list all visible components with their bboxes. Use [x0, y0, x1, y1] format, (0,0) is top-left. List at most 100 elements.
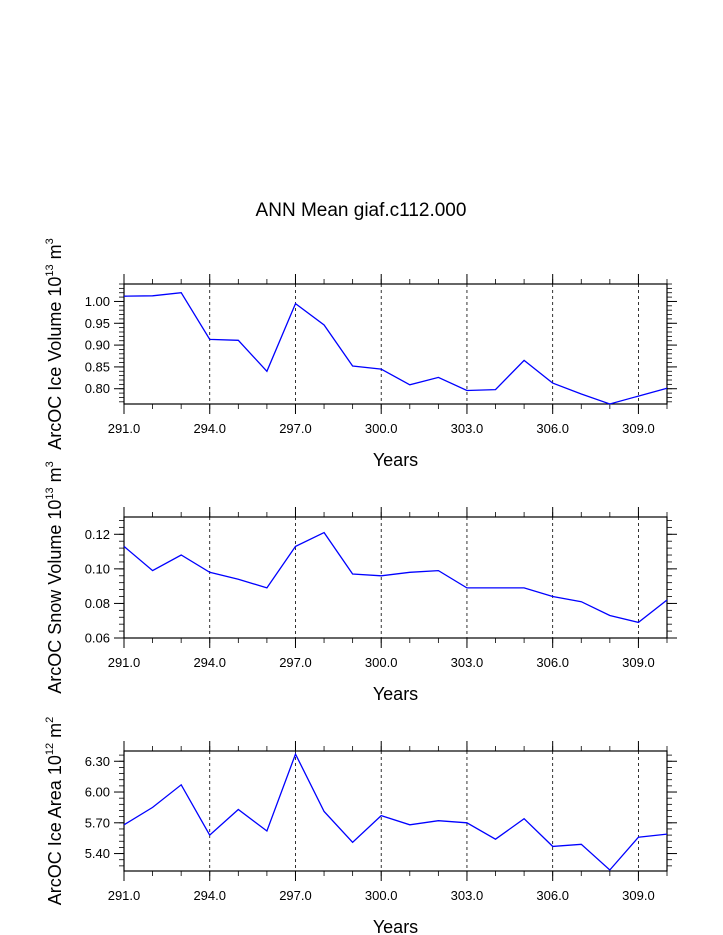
ice-volume-data-point-1: [151, 295, 153, 297]
ice-area-x-tick-label-4: 303.0: [451, 888, 484, 903]
ice-volume-data-point-0: [123, 295, 125, 297]
ice-area-data-point-4: [237, 808, 239, 810]
ice-volume-data-point-12: [466, 389, 468, 391]
ice-area-data-point-7: [323, 810, 325, 812]
ice-area-y-tick-label-0: 5.40: [85, 846, 110, 861]
ice-area-data-point-2: [180, 784, 182, 786]
ice-volume-data-point-18: [637, 395, 639, 397]
ice-area-data-point-9: [380, 814, 382, 816]
snow-volume-y-axis-label: ArcOC Snow Volume 1013 m3: [44, 461, 65, 693]
ice-volume-data-point-17: [609, 403, 611, 405]
ice-volume-data-point-5: [266, 370, 268, 372]
ice-volume-data-point-14: [523, 359, 525, 361]
ice-volume-data-point-6: [294, 302, 296, 304]
snow-volume-data-point-1: [151, 569, 153, 571]
ice-area-x-tick-label-6: 309.0: [622, 888, 655, 903]
ice-volume-x-tick-label-0: 291.0: [108, 421, 141, 436]
ice-area-data-point-13: [494, 838, 496, 840]
ice-area-series-line: [123, 752, 668, 871]
ice-volume-data-point-19: [666, 387, 668, 389]
snow-volume-data-point-2: [180, 554, 182, 556]
ice-volume-x-tick-label-1: 294.0: [193, 421, 226, 436]
ice-volume-data-point-15: [551, 382, 553, 384]
snow-volume-x-tick-label-2: 297.0: [279, 655, 312, 670]
ice-volume-x-tick-label-5: 306.0: [536, 421, 569, 436]
snow-volume-data-point-16: [580, 601, 582, 603]
snow-volume-data-point-5: [266, 587, 268, 589]
ice-volume-y-tick-label-2: 0.90: [85, 338, 110, 353]
ice-volume-x-tick-label-6: 309.0: [622, 421, 655, 436]
ice-area-data-point-12: [466, 822, 468, 824]
snow-volume-x-tick-label-1: 294.0: [193, 655, 226, 670]
snow-volume-data-point-4: [237, 578, 239, 580]
snow-volume-x-tick-label-3: 300.0: [365, 655, 398, 670]
figure-title: ANN Mean giaf.c112.000: [256, 200, 467, 221]
ice-volume-data-point-11: [437, 376, 439, 378]
snow-volume-data-point-0: [123, 545, 125, 547]
ice-area-x-axis-label: Years: [373, 917, 418, 935]
snow-volume-x-tick-label-0: 291.0: [108, 655, 141, 670]
panel-snow-volume: 291.0 294.0 297.0 300.0 303.0 306.0 309.0 0.06 0…: [44, 461, 677, 704]
snow-volume-data-point-6: [294, 545, 296, 547]
panel-ice-area: 291.0 294.0 297.0 300.0 303.0 306.0 309.0 5.40 5…: [44, 717, 677, 935]
ice-volume-data-point-9: [380, 368, 382, 370]
ice-volume-data-point-3: [209, 338, 211, 340]
snow-volume-x-axis-label: Years: [373, 684, 418, 704]
snow-volume-data-point-15: [551, 595, 553, 597]
snow-volume-data-point-9: [380, 575, 382, 577]
ice-volume-data-point-16: [580, 393, 582, 395]
ice-area-x-tick-label-3: 300.0: [365, 888, 398, 903]
ice-volume-series-line: [123, 292, 668, 405]
snow-volume-data-point-17: [609, 614, 611, 616]
ice-area-data-point-15: [551, 845, 553, 847]
ice-volume-y-axis-label: ArcOC Ice Volume 1013 m3: [44, 238, 65, 449]
ice-volume-plot-frame: [123, 283, 668, 405]
snow-volume-x-tick-label-4: 303.0: [451, 655, 484, 670]
snow-volume-data-point-19: [666, 599, 668, 601]
snow-volume-y-tick-label-0: 0.06: [85, 631, 110, 646]
snow-volume-data-point-12: [466, 587, 468, 589]
ice-volume-y-tick-label-3: 0.95: [85, 316, 110, 331]
ice-area-x-tick-label-0: 291.0: [108, 888, 141, 903]
ice-volume-y-tick-label-1: 0.85: [85, 359, 110, 374]
snow-volume-x-tick-label-6: 309.0: [622, 655, 655, 670]
ice-area-data-point-14: [523, 817, 525, 819]
ice-volume-y-tick-label-0: 0.80: [85, 381, 110, 396]
ice-area-plot-frame: [123, 750, 668, 872]
snow-volume-series-line: [123, 531, 668, 624]
ice-area-data-point-3: [209, 834, 211, 836]
snow-volume-data-point-18: [637, 621, 639, 623]
ice-volume-x-tick-label-3: 300.0: [365, 421, 398, 436]
ice-volume-data-point-7: [323, 324, 325, 326]
ice-volume-data-point-2: [180, 292, 182, 294]
snow-volume-data-point-8: [351, 573, 353, 575]
ice-area-y-tick-label-2: 6.00: [85, 785, 110, 800]
ice-area-y-tick-label-3: 6.30: [85, 754, 110, 769]
snow-volume-plot-frame: [123, 516, 668, 639]
ice-volume-data-point-4: [237, 339, 239, 341]
ice-volume-data-point-13: [494, 388, 496, 390]
snow-volume-data-point-3: [209, 571, 211, 573]
ice-area-y-tick-label-1: 5.70: [85, 815, 110, 830]
ice-volume-x-tick-label-2: 297.0: [279, 421, 312, 436]
snow-volume-y-tick-label-1: 0.08: [85, 596, 110, 611]
ice-area-data-point-10: [409, 824, 411, 826]
snow-volume-data-point-7: [323, 531, 325, 533]
ice-area-data-point-17: [609, 869, 611, 871]
snow-volume-y-tick-label-3: 0.12: [85, 527, 110, 542]
snow-volume-y-tick-label-2: 0.10: [85, 561, 110, 576]
ice-volume-y-tick-label-4: 1.00: [85, 294, 110, 309]
ice-area-x-tick-label-2: 297.0: [279, 888, 312, 903]
ice-area-data-point-5: [266, 830, 268, 832]
ice-volume-x-tick-label-4: 303.0: [451, 421, 484, 436]
snow-volume-x-tick-label-5: 306.0: [536, 655, 569, 670]
ice-volume-x-axis-label: Years: [373, 450, 418, 470]
snow-volume-data-point-11: [437, 569, 439, 571]
ice-area-data-point-6: [294, 753, 296, 755]
ice-volume-data-point-10: [409, 384, 411, 386]
ice-area-x-tick-label-5: 306.0: [536, 888, 569, 903]
ice-area-data-point-11: [437, 820, 439, 822]
ice-area-data-point-1: [151, 806, 153, 808]
ice-volume-data-point-8: [351, 365, 353, 367]
